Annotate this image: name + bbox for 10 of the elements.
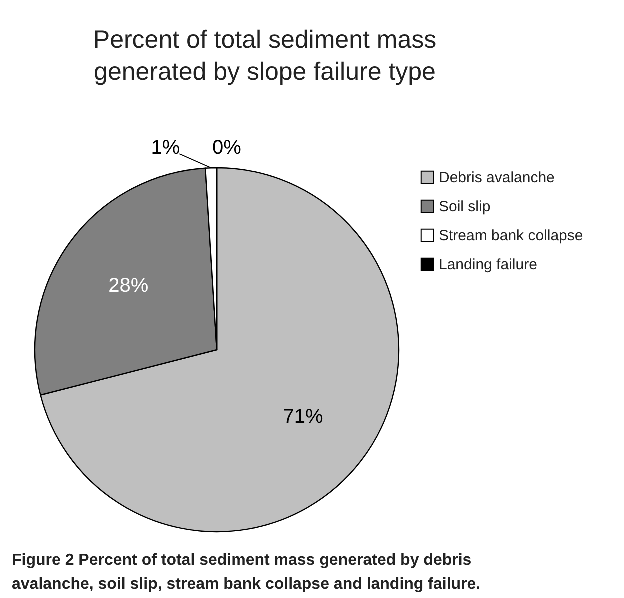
caption: Figure 2 Percent of total sediment mass generated by debris avalanche, soil slip, stream bank collapse and landing failure. bbox=[12, 552, 481, 593]
data-label: 71% bbox=[283, 406, 324, 428]
legend-label: Stream bank collapse bbox=[439, 228, 584, 244]
chart-title: Percent of total sediment mass generated by slope failure type bbox=[93, 26, 437, 86]
text: 0% bbox=[212, 137, 242, 159]
legend-label: Landing failure bbox=[439, 256, 538, 274]
data-label: 28% bbox=[108, 274, 149, 297]
legend-label: Soil slip bbox=[439, 198, 491, 216]
legend-label: Debris avalanche bbox=[439, 170, 555, 186]
data-label: 1% bbox=[151, 137, 180, 160]
